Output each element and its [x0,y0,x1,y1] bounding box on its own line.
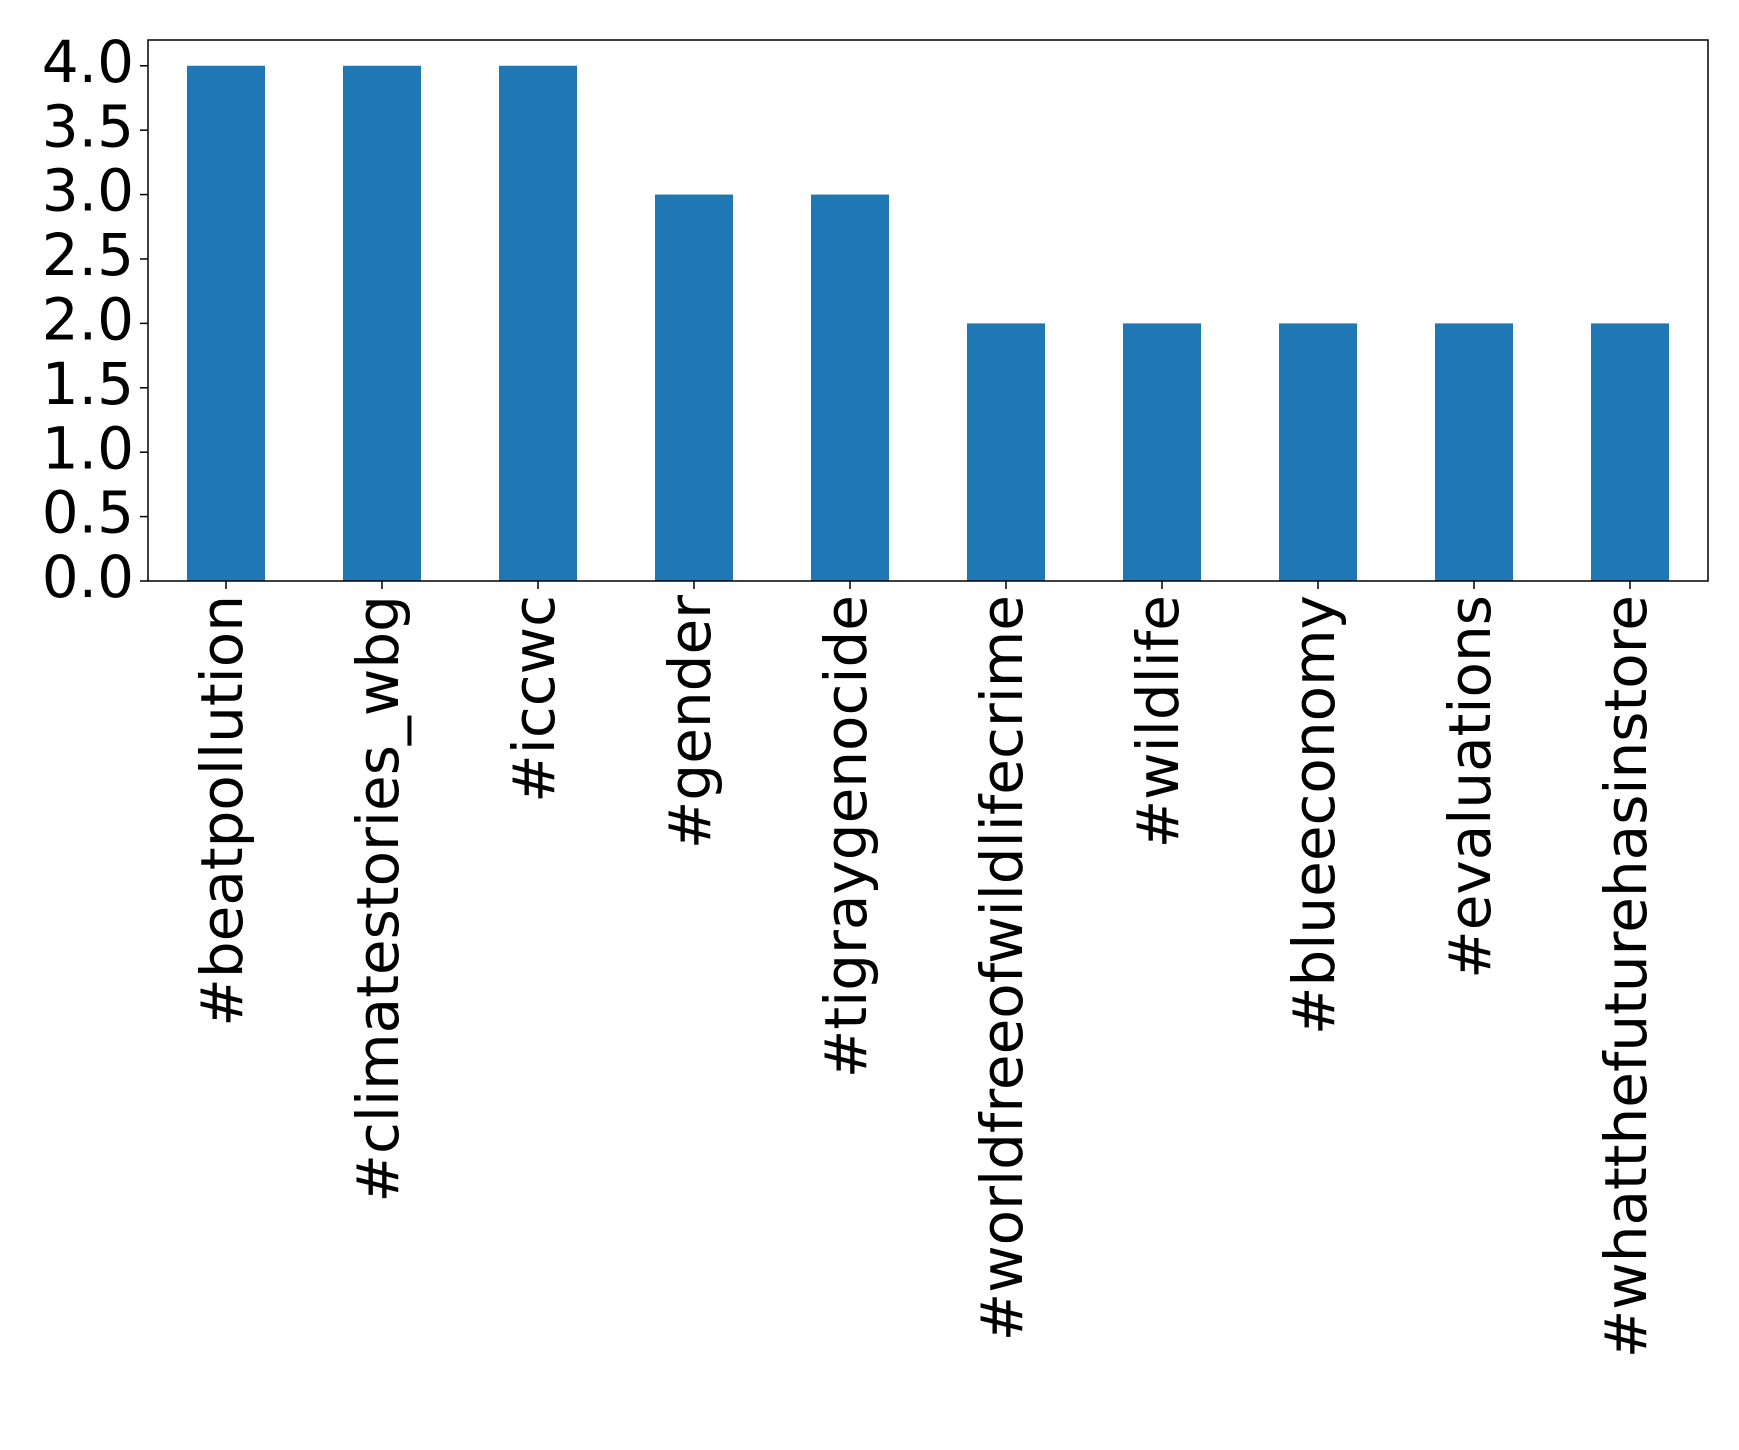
y-tick-label: 2.0 [42,285,134,353]
x-tick-label: #whatthefuturehasinstore [1592,595,1660,1358]
y-tick-label: 0.0 [42,543,134,611]
x-tick-label: #tigraygenocide [812,595,880,1078]
bar [499,65,577,581]
bar [187,65,265,581]
plot-frame [147,39,1709,582]
x-tick-label: #worldfreeofwildlifecrime [968,595,1036,1341]
bar [343,65,421,581]
x-tick-label: #evaluations [1436,595,1504,979]
bar [655,194,733,582]
y-tick-label: 3.0 [42,157,134,225]
bar [1279,323,1357,581]
y-tick-label: 3.5 [42,92,134,160]
y-tick-label: 2.5 [42,221,134,289]
y-tick-label: 0.5 [42,479,134,547]
bar [1435,323,1513,581]
y-tick-label: 1.0 [42,414,134,482]
bar [1591,323,1669,581]
bar [811,194,889,582]
x-tick-label: #iccwc [500,595,568,803]
x-tick-label: #beatpollution [188,595,256,1027]
x-tick-label: #climatestories_wbg [344,595,412,1203]
bar [1123,323,1201,581]
x-tick-label: #blueeconomy [1280,595,1348,1035]
y-tick-label: 1.5 [42,350,134,418]
y-tick-label: 4.0 [42,28,134,96]
bar [967,323,1045,581]
x-tick-label: #gender [656,595,724,849]
x-tick-label: #wildlife [1124,595,1192,848]
